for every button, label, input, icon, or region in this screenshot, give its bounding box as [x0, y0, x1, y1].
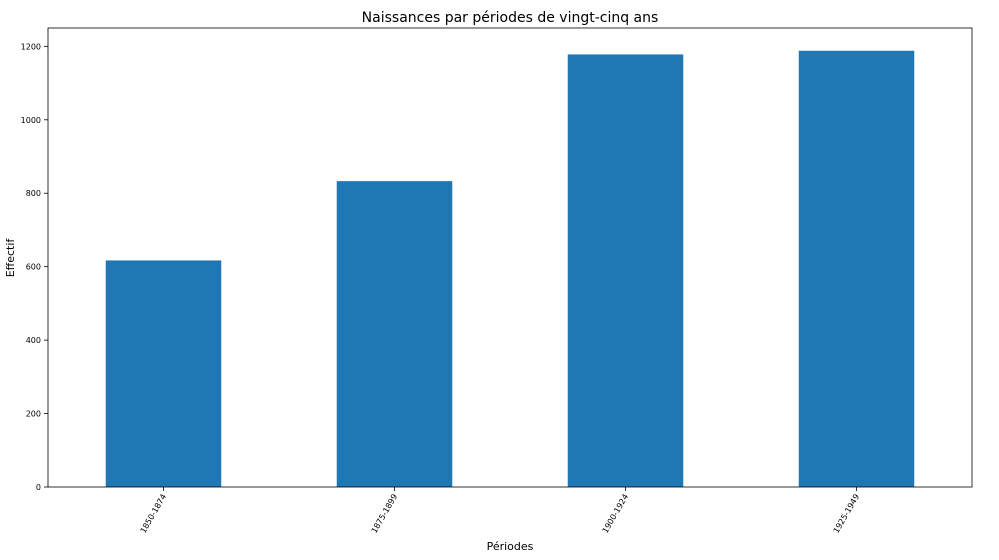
bar: [798, 50, 915, 488]
plot-area: 0 200 400 600 800 1000 1200 1850-1874 1875-1899 1…: [21, 27, 973, 535]
y-axis-label: Effectif: [4, 238, 17, 278]
bar: [105, 260, 222, 487]
y-tick-label: 1200: [21, 42, 41, 51]
x-tick-label: 1925-1949: [832, 493, 862, 535]
x-tick-label: 1850-1874: [139, 493, 169, 535]
y-tick-label: 800: [26, 189, 41, 198]
chart-title: Naissances par périodes de vingt-cinq an…: [362, 10, 659, 26]
x-tick-label: 1900-1924: [601, 493, 631, 535]
y-tick-label: 400: [26, 336, 41, 345]
y-tick-label: 600: [26, 263, 41, 272]
x-tick-label: 1875-1899: [370, 493, 400, 535]
bar: [567, 54, 684, 487]
y-tick-label: 0: [36, 483, 41, 492]
plot-frame: [47, 27, 973, 488]
bar: [336, 181, 453, 487]
y-tick-label: 200: [26, 410, 41, 419]
y-tick-label: 1000: [21, 116, 41, 125]
x-axis-label: Périodes: [487, 540, 534, 553]
